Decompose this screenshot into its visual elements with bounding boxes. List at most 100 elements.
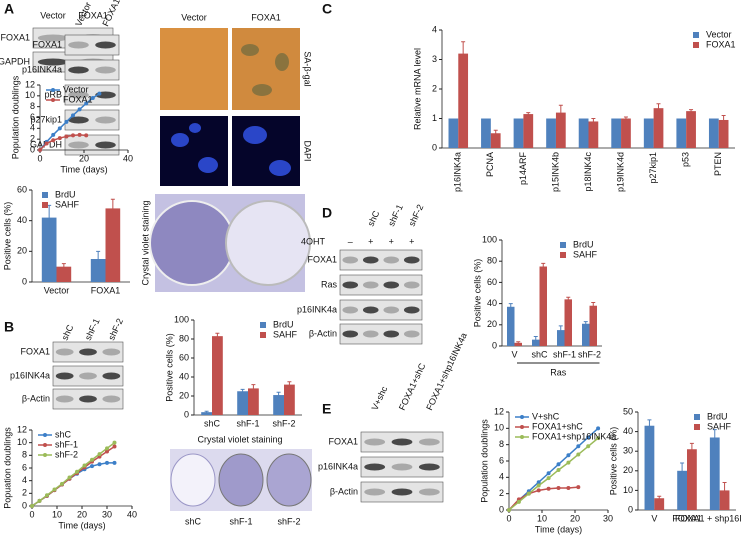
blot-band: [342, 330, 359, 338]
dish: [218, 453, 264, 507]
error-bar: [251, 384, 256, 393]
error-bar: [110, 198, 115, 218]
bar: [578, 118, 589, 148]
x-tick-label: Vector: [44, 285, 70, 295]
x-tick-label: p15INK4b: [550, 152, 560, 192]
y-tick-label: 60: [179, 352, 189, 362]
x-tick-label: FOXA1: [672, 513, 702, 523]
y-tick-label: 0: [432, 142, 437, 152]
error-bar: [516, 341, 521, 344]
bar: [718, 119, 729, 148]
photo: [160, 28, 228, 110]
x-tick-label: 10: [537, 513, 547, 523]
y-axis-label: Population doublings: [479, 419, 489, 503]
blot-band: [383, 306, 400, 314]
point: [536, 488, 541, 493]
legend-swatch: [693, 32, 699, 38]
blot-band: [68, 66, 89, 74]
panel-label: A: [4, 1, 14, 17]
legend-label: V+shC: [532, 411, 560, 421]
point: [536, 483, 541, 488]
blot-band: [362, 330, 379, 338]
blot-row-label: FOXA1: [20, 346, 50, 356]
legend-label: SAHF: [707, 421, 732, 431]
y-tick-label: 10: [494, 423, 504, 433]
bar: [56, 266, 72, 282]
y-tick-label: 40: [179, 371, 189, 381]
legend-label: FOXA1: [63, 94, 93, 104]
y-tick-label: 0: [184, 409, 189, 419]
legend-label: SAHF: [573, 249, 598, 259]
y-tick-label: 0: [499, 504, 504, 514]
y-tick-label: 20: [487, 319, 497, 329]
legend-swatch: [560, 242, 566, 248]
blot-lane-label: shF-1: [386, 203, 405, 228]
error-bar: [656, 103, 661, 113]
bar: [212, 336, 223, 415]
error-bar: [680, 462, 685, 479]
bar: [654, 498, 665, 510]
error-bar: [96, 250, 101, 267]
bar: [588, 121, 599, 148]
bar: [653, 108, 664, 148]
y-tick-label: 2: [499, 488, 504, 498]
y-tick-label: 30: [623, 446, 633, 456]
group-label: Ras: [550, 367, 567, 377]
y-tick-label: 10: [623, 485, 633, 495]
point: [90, 96, 95, 100]
bar: [105, 208, 121, 282]
bar: [507, 306, 515, 346]
x-axis-label: Time (days): [58, 520, 105, 530]
legend-label: Vector: [706, 29, 732, 39]
error-bar: [689, 109, 694, 113]
y-tick-label: 10: [17, 437, 27, 447]
legend-label: Vector: [63, 84, 89, 94]
x-tick-label: shF-2: [578, 349, 601, 359]
bar: [248, 388, 259, 415]
y-tick-label: 3: [432, 54, 437, 64]
y-axis-label: Positive cells (%): [472, 259, 482, 328]
point: [84, 133, 89, 138]
bar: [611, 118, 622, 148]
error-bar: [712, 429, 717, 446]
legend-label: FOXA1: [706, 39, 736, 49]
bar: [523, 114, 534, 148]
y-tick-label: 0: [492, 340, 497, 350]
bar: [481, 118, 491, 148]
point: [546, 471, 551, 476]
blot-lane-label: shC: [366, 209, 382, 228]
y-tick-label: 100: [482, 234, 497, 244]
legend-label: BrdU: [55, 189, 76, 199]
y-tick-label: 40: [487, 298, 497, 308]
blot-band: [68, 116, 89, 124]
blot-band: [79, 372, 97, 380]
bar: [643, 118, 654, 148]
y-tick-label: 2: [22, 488, 27, 498]
point: [546, 486, 551, 491]
bar: [546, 118, 556, 148]
x-tick-label: p18INK4c: [583, 152, 593, 192]
legend-label: SAHF: [273, 329, 298, 339]
y-axis-label: Relative mRNA level: [412, 48, 422, 130]
y-tick-label: 60: [487, 277, 497, 287]
blot-lane-label: FOXA1+shC: [397, 361, 428, 412]
point: [112, 444, 117, 449]
y-tick-label: 40: [17, 215, 27, 225]
legend-swatch: [520, 435, 524, 439]
blot-band: [403, 306, 420, 314]
blot-band: [362, 256, 379, 264]
bar: [557, 330, 565, 346]
legend-swatch: [43, 443, 47, 447]
legend-swatch: [693, 42, 699, 48]
blot-lane-label: Vector: [40, 10, 66, 20]
blot-band: [55, 395, 74, 403]
error-bar: [276, 391, 281, 398]
y-tick-label: 6: [22, 462, 27, 472]
x-tick-label: 40: [127, 509, 137, 519]
x-tick-label: shF-1: [236, 418, 259, 428]
x-tick-label: 40: [123, 153, 133, 163]
blot-lane-label: shF-2: [106, 317, 125, 342]
panel-label: B: [4, 319, 14, 335]
x-tick-label: 0: [37, 153, 42, 163]
point: [38, 148, 42, 152]
